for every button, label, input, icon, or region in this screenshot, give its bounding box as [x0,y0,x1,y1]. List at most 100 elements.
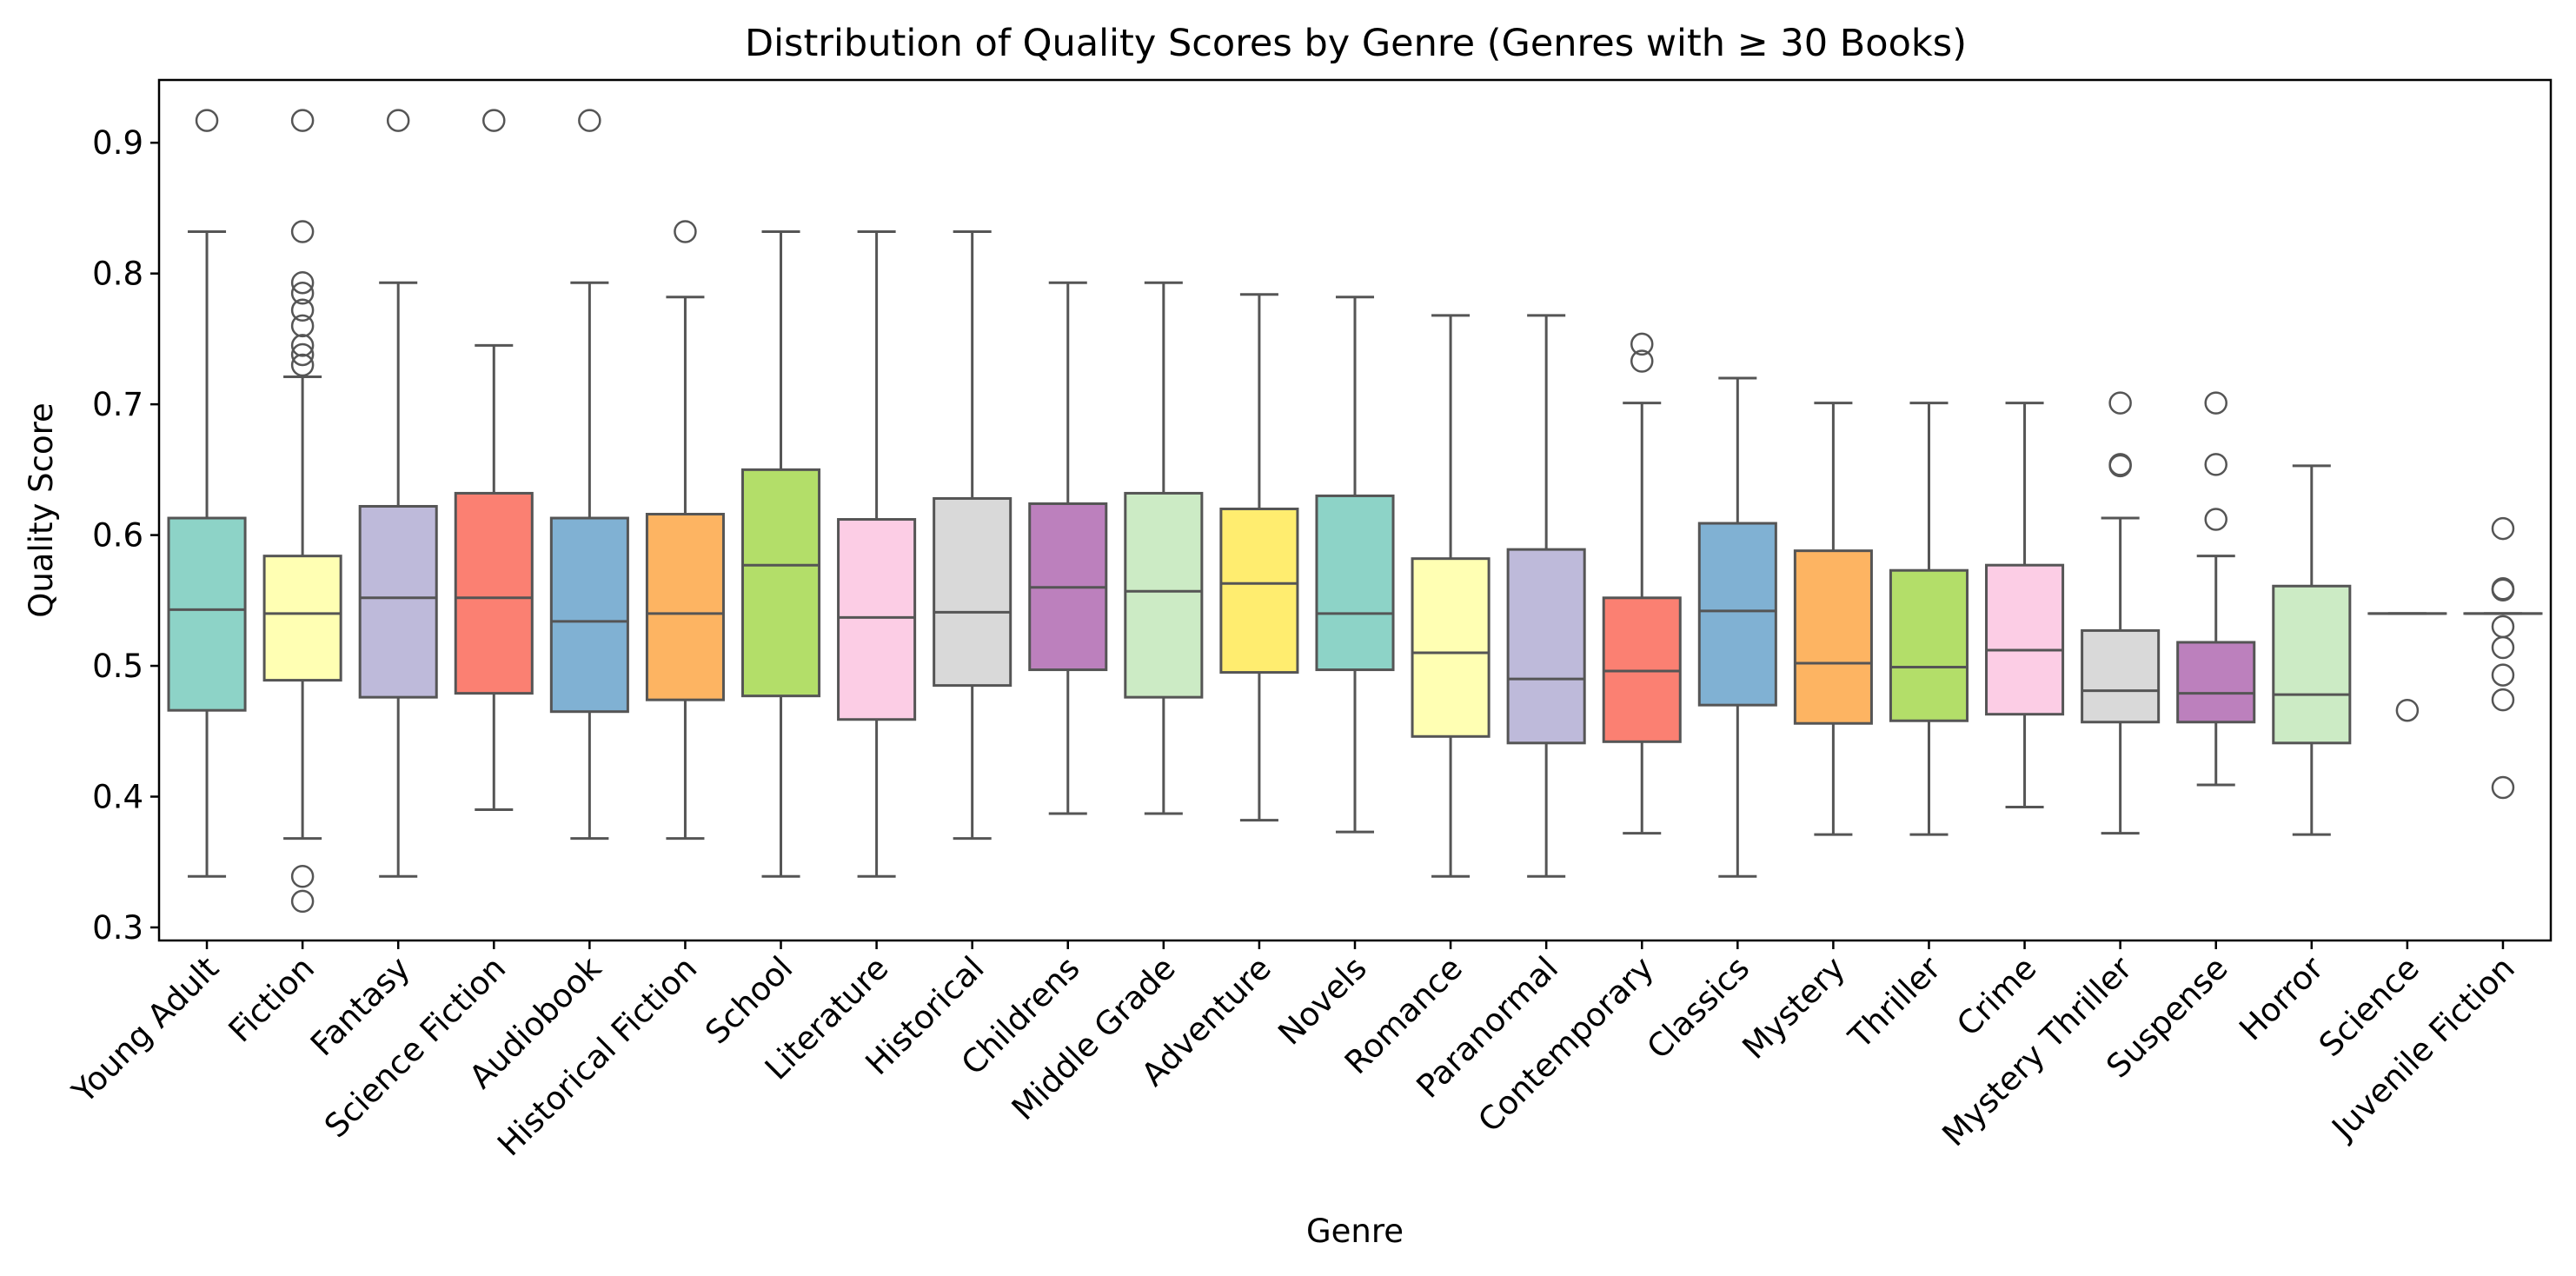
box-young-adult [167,109,247,878]
box-school [740,230,821,878]
x-tick-label: Contemporary [1471,949,1661,1140]
iqr-box [358,504,438,699]
iqr-box [740,468,821,698]
outlier-point [290,298,315,322]
iqr-box [1124,491,1204,699]
iqr-box [262,555,342,682]
iqr-box [933,496,1012,688]
box-novels [1315,296,1395,834]
box-audiobook [549,109,629,841]
y-tick-label: 0.7 [92,386,143,423]
outlier-point [2204,508,2227,531]
box-horror [2272,464,2352,836]
outlier-point [2491,615,2515,639]
y-tick-label: 0.8 [92,256,143,293]
box-juvenile-fiction [2463,516,2543,800]
outlier-point [2491,516,2515,541]
box-mystery [1793,402,1873,836]
outlier-point [290,334,315,357]
box-science-fiction [454,109,534,812]
outlier-point [290,270,315,295]
x-axis-label: Genre [1306,1213,1404,1250]
outlier-point [290,220,315,243]
y-tick-label: 0.9 [92,124,143,162]
iqr-box [1411,557,1490,738]
iqr-box [1697,522,1777,707]
outlier-point [290,353,315,377]
x-tick-label: Crime [1949,949,2043,1043]
iqr-box [1219,507,1299,675]
box-classics [1697,376,1777,878]
box-historical-fiction [645,220,725,841]
outlier-point [290,865,315,888]
y-axis: 0.3 0.4 0.5 0.6 0.7 0.8 0.9 [92,124,159,947]
iqr-box [1506,548,1586,745]
outlier-point [2491,775,2515,800]
outlier-point [1630,349,1654,373]
outlier-point [386,109,410,132]
x-tick-label: Classics [1640,949,1757,1067]
box-childrens [1028,281,1108,815]
outlier-point [482,109,506,132]
iqr-box [2081,628,2161,724]
x-tick-label: Young Adult [64,949,226,1111]
box-mystery-thriller [2081,391,2161,835]
outlier-point [2491,578,2515,602]
outlier-point [290,281,315,305]
box-fantasy [358,109,438,878]
box-thriller [1889,402,1969,836]
box-historical [933,230,1012,841]
iqr-box [645,513,725,701]
iqr-box [2176,641,2256,724]
outlier-point [1630,332,1654,356]
iqr-box [1793,549,1873,725]
box-contemporary [1602,332,1682,835]
outlier-point [2108,454,2132,478]
outlier-point [2395,698,2420,722]
outlier-point [2204,453,2227,476]
x-tick-label: Mystery [1736,949,1853,1067]
y-tick-label: 0.5 [92,648,143,685]
box-middle-grade [1124,281,1204,815]
iqr-box [837,518,917,721]
outlier-point [674,220,697,243]
y-tick-label: 0.3 [92,909,143,947]
box-suspense [2176,391,2256,787]
outlier-point [290,109,315,132]
outlier-point [2204,391,2227,415]
iqr-box [1985,563,2065,716]
outlier-point [195,109,219,132]
box-paranormal [1506,314,1586,878]
iqr-box [549,516,629,714]
box-fiction [262,109,342,914]
chart-title: Distribution of Quality Scores by Genre … [745,22,1967,65]
box-literature [837,230,917,878]
y-tick-label: 0.6 [92,517,143,555]
box-adventure [1219,293,1299,822]
plot-frame [157,78,2553,942]
iqr-box [454,491,534,695]
x-tick-label: Middle Grade [1005,949,1183,1127]
iqr-box [167,516,247,712]
outlier-point [2491,663,2515,687]
iqr-box [2272,584,2352,745]
iqr-box [1889,568,1969,722]
outlier-point [2491,635,2515,660]
box-crime [1985,402,2065,809]
outlier-point [290,889,315,914]
iqr-box [1315,494,1395,672]
outlier-point [2108,391,2132,415]
outlier-point [2491,688,2515,712]
box-science [2367,612,2447,722]
x-tick-label: Thriller [1841,949,1949,1057]
outlier-point [578,109,601,132]
outlier-point [290,342,315,367]
plot-area [167,109,2543,914]
iqr-box [1602,596,1682,743]
y-tick-label: 0.4 [92,778,143,815]
y-axis-label: Quality Score [23,402,60,618]
outlier-point [290,314,315,338]
box-romance [1411,314,1490,878]
